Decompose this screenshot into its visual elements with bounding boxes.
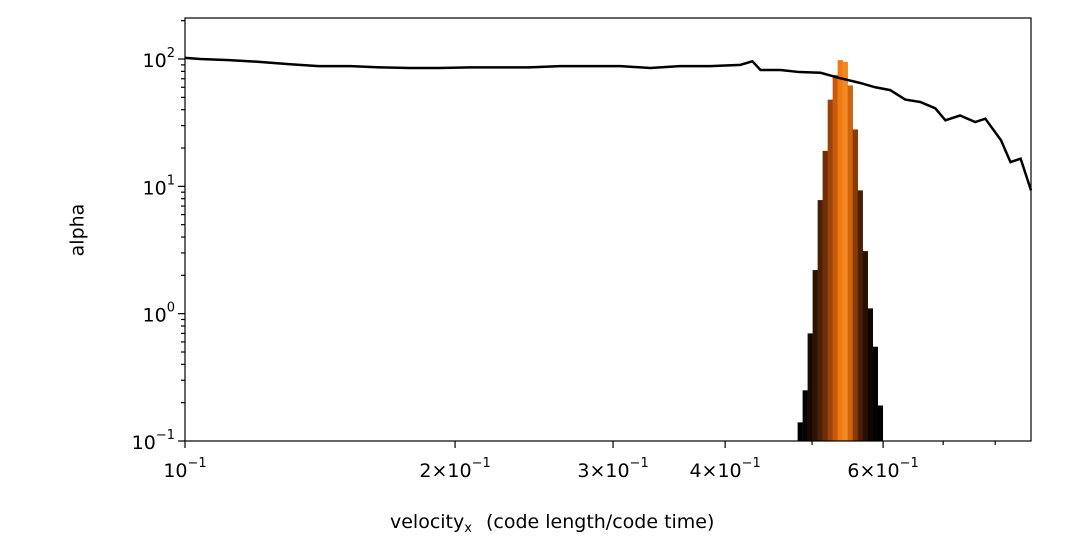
histogram-bar [857, 190, 863, 441]
histogram-bar [807, 333, 813, 441]
plot-frame [184, 17, 1032, 442]
histogram-bar [862, 251, 868, 441]
histogram-bar [822, 150, 828, 442]
x-label-rest: (code length/code time) [486, 511, 714, 533]
tick-label: 10−1 [163, 456, 206, 482]
histogram-bar [817, 200, 823, 441]
tick-label-base: 6×10 [847, 460, 899, 482]
histogram-bar [872, 346, 878, 441]
tick-label: 102 [143, 46, 175, 72]
tick-label: 6×10−1 [847, 456, 918, 482]
tick-label-exponent: 2 [167, 46, 175, 61]
tick-label: 100 [143, 300, 175, 326]
x-label-main: velocity [390, 511, 464, 533]
histogram-bar [802, 390, 808, 441]
data-line [184, 56, 1033, 191]
tick-label-base: 10 [132, 432, 156, 454]
tick-label-exponent: −1 [188, 456, 207, 471]
tick-label-exponent: −1 [630, 456, 649, 471]
tick-label-exponent: −1 [742, 456, 761, 471]
tick-label: 10−1 [132, 428, 175, 454]
histogram-bar [842, 61, 848, 441]
histogram-bar [812, 270, 818, 441]
tick-label: 3×10−1 [577, 456, 648, 482]
tick-label-base: 10 [163, 460, 187, 482]
tick-label: 101 [143, 173, 175, 199]
tick-label-exponent: 0 [167, 300, 175, 315]
tick-label-exponent: 1 [167, 173, 175, 188]
x-axis-label: velocityx (code length/code time) [390, 511, 714, 536]
histogram-bar [877, 405, 884, 441]
histogram-bar [867, 308, 874, 441]
tick-label-base: 10 [143, 177, 167, 199]
tick-label: 4×10−1 [689, 456, 760, 482]
histogram-bar [847, 85, 853, 441]
x-label-sub: x [464, 521, 472, 536]
tick-label-base: 2×10 [419, 460, 471, 482]
histogram-bar [827, 99, 833, 441]
tick-label-base: 3×10 [577, 460, 629, 482]
tick-label-base: 4×10 [689, 460, 741, 482]
histogram-bar [852, 129, 858, 442]
histogram-bar [832, 74, 838, 442]
y-axis-label: alpha [67, 204, 89, 257]
tick-label-exponent: −1 [900, 456, 919, 471]
tick-label-exponent: −1 [472, 456, 491, 471]
tick-label: 2×10−1 [419, 456, 490, 482]
histogram-bar [797, 422, 803, 441]
tick-label-exponent: −1 [156, 428, 175, 443]
histogram-bar [837, 60, 843, 441]
tick-label-base: 10 [143, 50, 167, 72]
tick-label-base: 10 [143, 304, 167, 326]
